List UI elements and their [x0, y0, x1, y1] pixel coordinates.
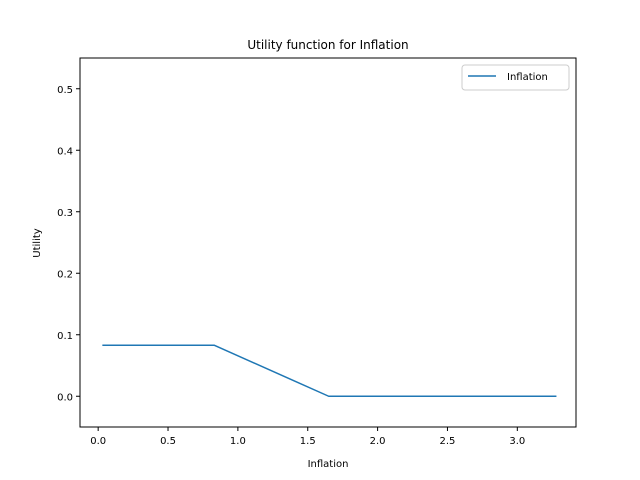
y-tick-label: 0.3 [57, 208, 73, 219]
x-tick-label: 1.5 [300, 436, 316, 447]
y-tick-label: 0.4 [57, 146, 73, 157]
y-axis-ticks: 0.0 0.1 0.2 0.3 0.4 0.5 [57, 85, 80, 403]
series-layer [102, 344, 557, 397]
y-tick-label: 0.0 [57, 392, 73, 403]
x-tick-label: 2.5 [440, 436, 456, 447]
plot-frame [79, 57, 577, 428]
x-axis-ticks: 0.0 0.5 1.0 1.5 2.0 2.5 3.0 [90, 427, 525, 447]
legend-label-inflation: Inflation [507, 72, 548, 83]
x-tick-label: 2.0 [370, 436, 386, 447]
series-line-inflation [102, 344, 557, 397]
x-tick-label: 3.0 [509, 436, 525, 447]
x-tick-label: 0.5 [160, 436, 176, 447]
x-tick-label: 0.0 [90, 436, 106, 447]
y-tick-label: 0.5 [57, 85, 73, 96]
legend: Inflation [461, 64, 570, 91]
x-axis-label: Inflation [308, 459, 349, 470]
y-axis-label: Utility [32, 228, 43, 257]
y-tick-label: 0.2 [57, 269, 73, 280]
legend-box [461, 64, 570, 91]
chart-title: Utility function for Inflation [247, 38, 408, 52]
x-tick-label: 1.0 [230, 436, 246, 447]
y-tick-label: 0.1 [57, 331, 73, 342]
plot-area [80, 58, 576, 427]
